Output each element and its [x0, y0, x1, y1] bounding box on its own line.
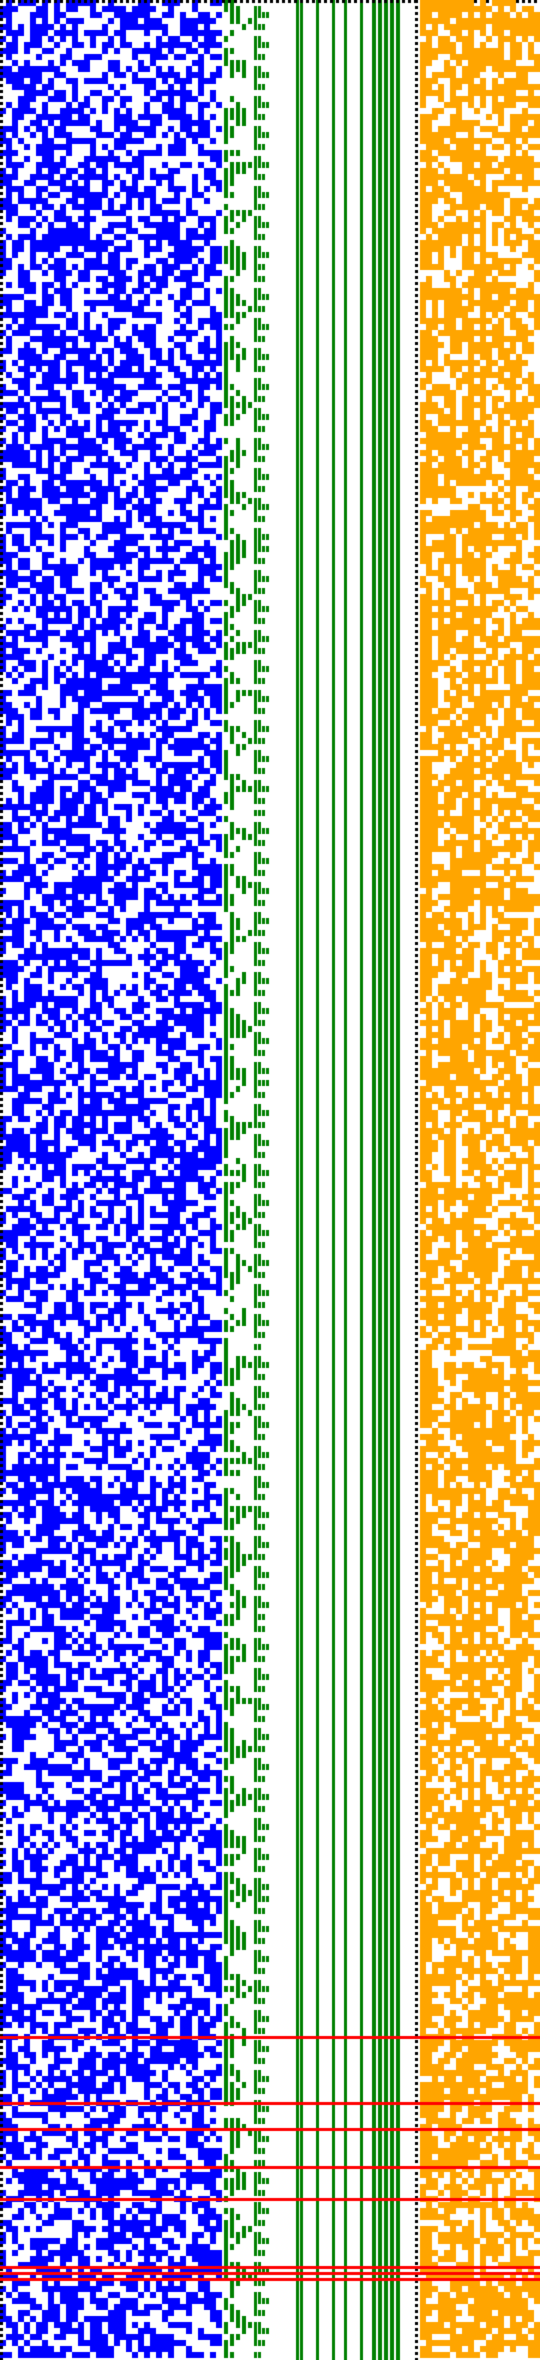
pattern-canvas — [0, 0, 540, 2360]
bit-pattern-figure — [0, 0, 540, 2360]
